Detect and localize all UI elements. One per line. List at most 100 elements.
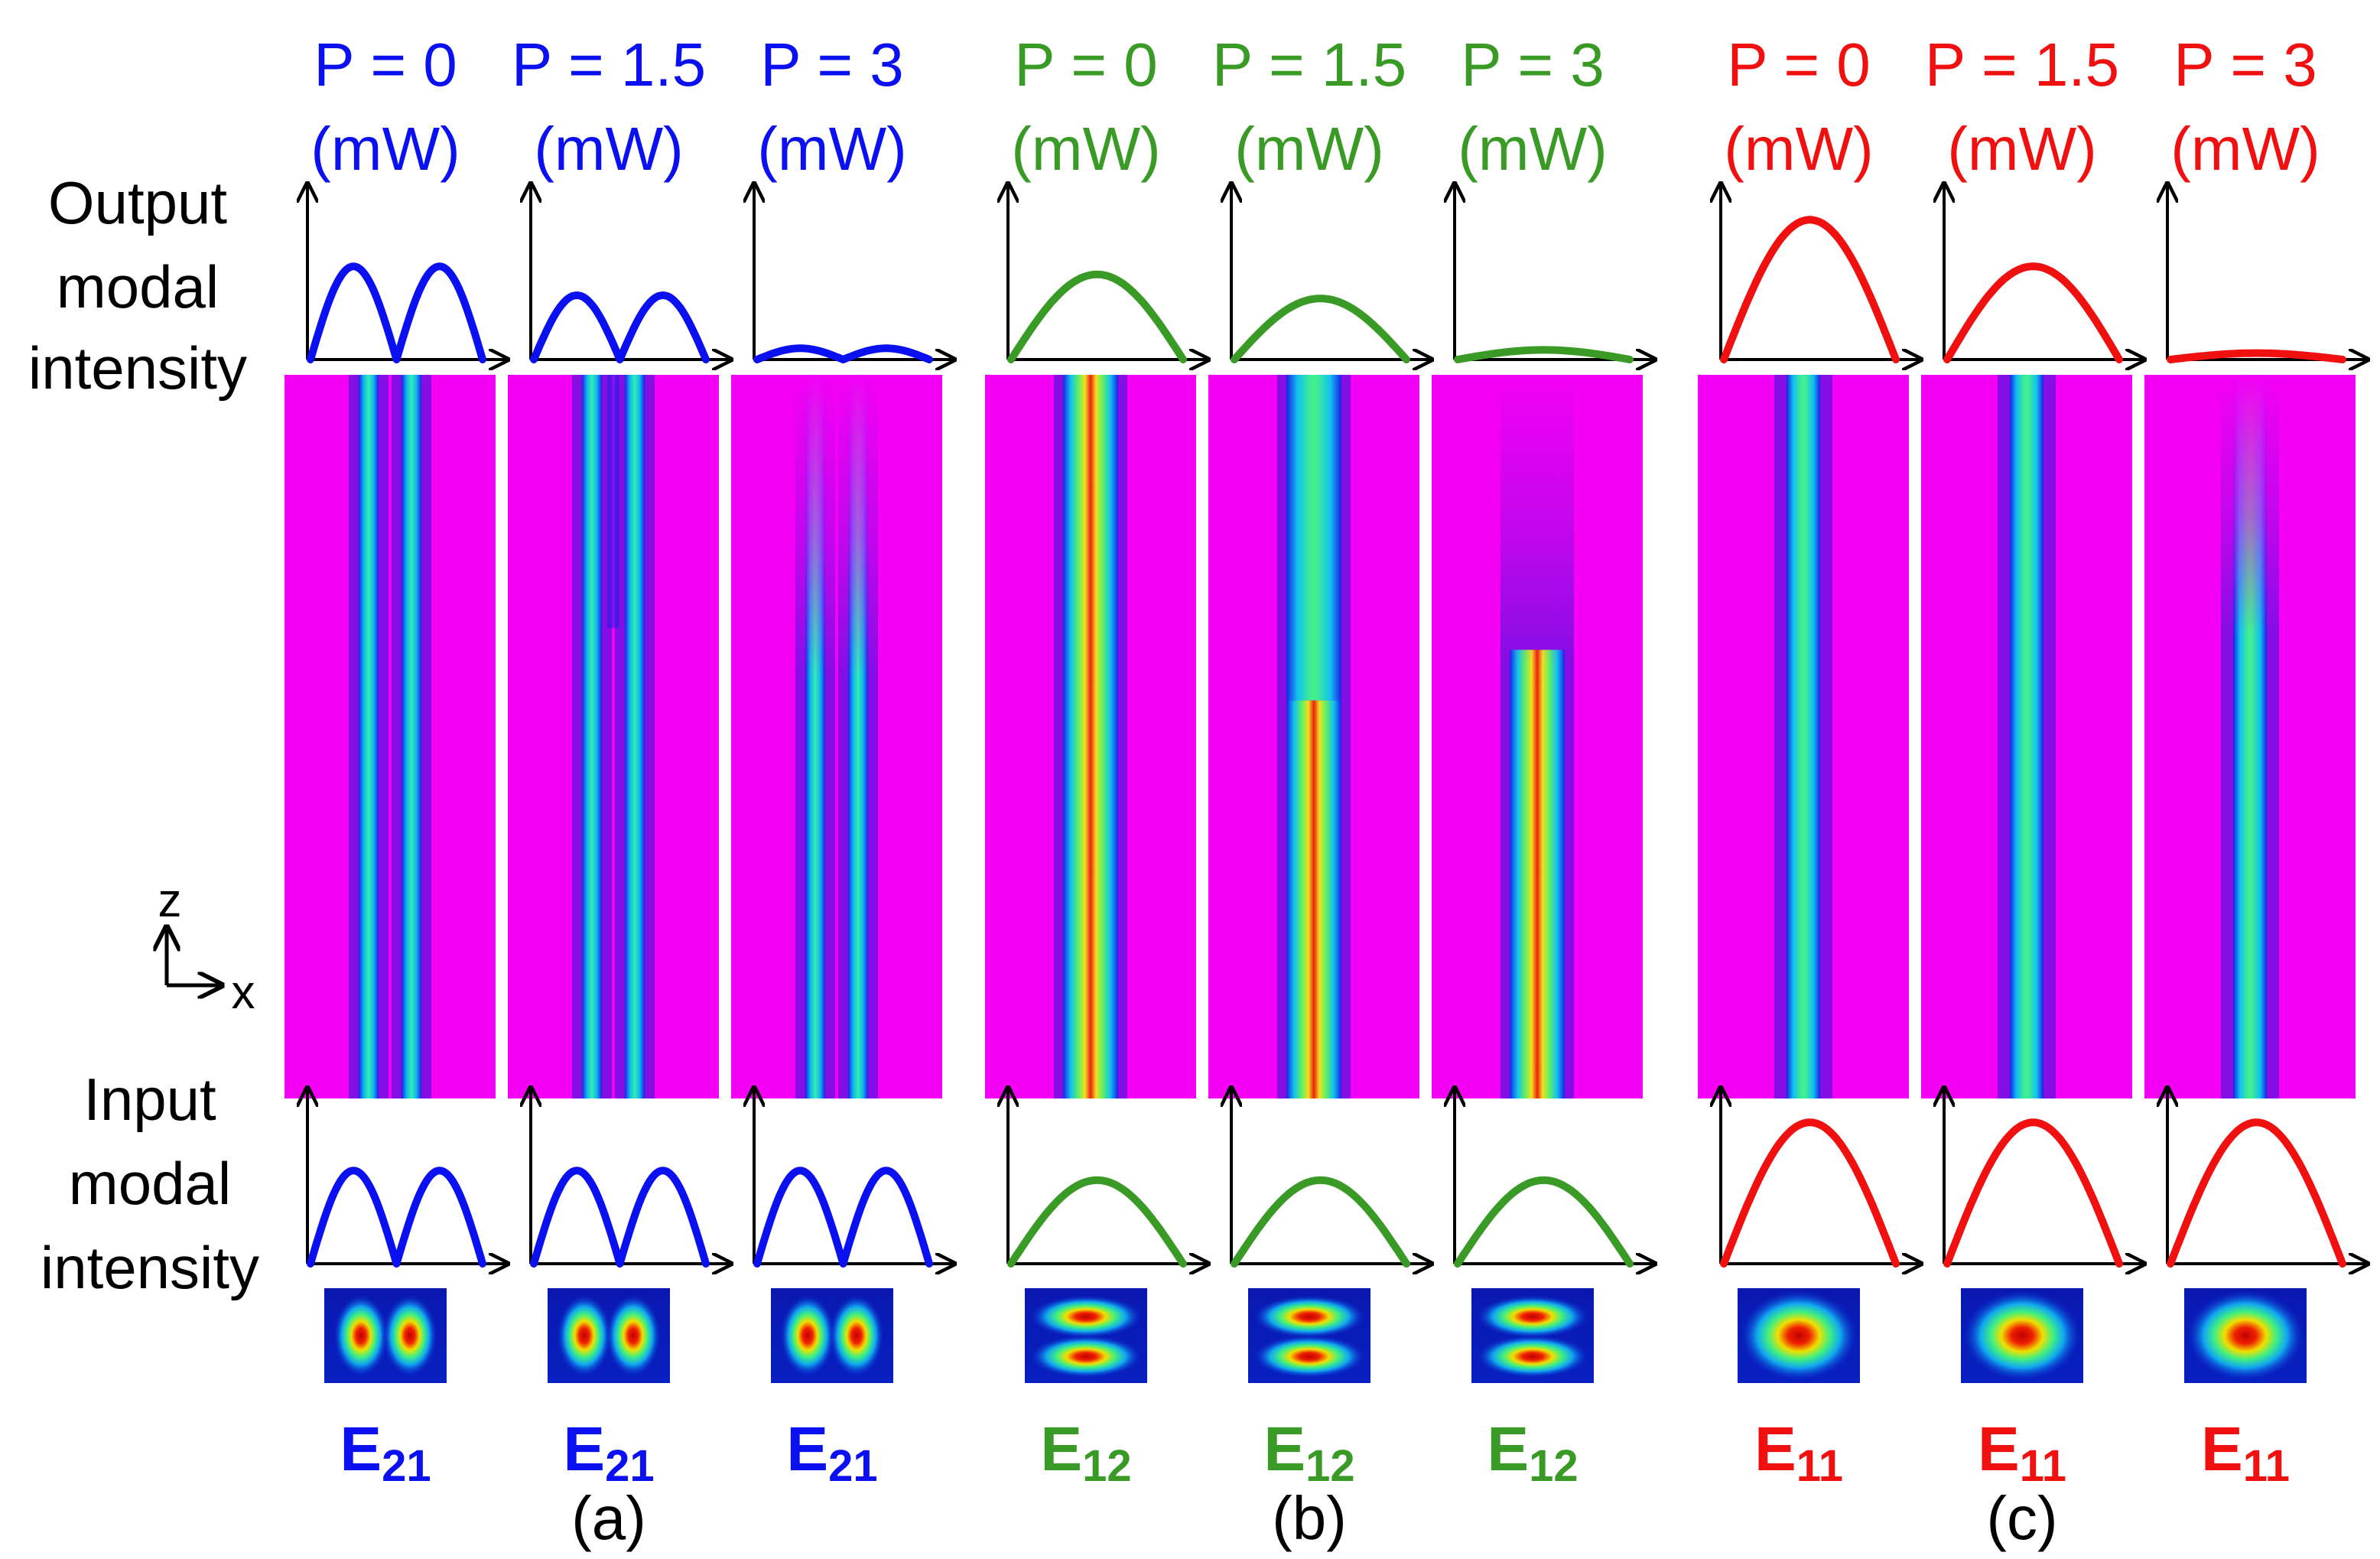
unit-label: (mW) bbox=[1458, 115, 1607, 183]
input-intensity-curve bbox=[1943, 1118, 2123, 1268]
input-intensity-plot bbox=[307, 1088, 508, 1264]
mode-lobe-bottom bbox=[1476, 1335, 1589, 1378]
input-intensity-plot bbox=[1455, 1088, 1655, 1264]
propagation-map bbox=[731, 375, 942, 1098]
beam-core bbox=[1510, 649, 1565, 1098]
unit-label: (mW) bbox=[757, 115, 906, 183]
mode-lobe-left bbox=[780, 1294, 835, 1377]
output-intensity-curve bbox=[1007, 270, 1187, 363]
mode-letter: E bbox=[563, 1414, 605, 1484]
mode-profile-thumbnail bbox=[548, 1288, 670, 1383]
mode-profile-thumbnail bbox=[1738, 1288, 1860, 1383]
panel-column-b-3: P = 3 (mW) E12 bbox=[1432, 31, 1655, 1491]
output-intensity-plot bbox=[1008, 184, 1208, 360]
power-label: P = 1.5 bbox=[1212, 31, 1406, 99]
axis-indicator: z x bbox=[158, 874, 255, 1019]
propagation-map bbox=[1208, 375, 1419, 1098]
output-label-line-1: Output bbox=[48, 169, 227, 236]
mode-lobe-center bbox=[2186, 1290, 2305, 1382]
power-label: P = 1.5 bbox=[512, 31, 706, 99]
mode-letter: E bbox=[1754, 1414, 1796, 1484]
mode-letter: E bbox=[1040, 1414, 1082, 1484]
beam-core bbox=[1787, 375, 1820, 1098]
mode-profile-thumbnail bbox=[1025, 1288, 1147, 1383]
panel-column-a-3: P = 3 (mW) E21 bbox=[731, 31, 954, 1491]
output-intensity-plot bbox=[1455, 184, 1655, 360]
mode-index: 21 bbox=[828, 1441, 878, 1491]
panel-column-a-1: P = 0 (mW) E21 bbox=[284, 31, 508, 1491]
mode-lobe-right bbox=[382, 1294, 437, 1377]
beam-fade bbox=[2144, 375, 2356, 636]
output-intensity-plot bbox=[531, 184, 731, 360]
input-intensity-plot bbox=[2167, 1088, 2368, 1264]
power-label: P = 3 bbox=[760, 31, 904, 99]
power-label: P = 0 bbox=[1014, 31, 1158, 99]
power-label: P = 0 bbox=[1727, 31, 1871, 99]
output-side-label: Output modal intensity bbox=[28, 169, 247, 402]
input-intensity-curve bbox=[2167, 1118, 2346, 1268]
output-label-line-3: intensity bbox=[28, 334, 247, 402]
mode-label: E12 bbox=[1487, 1414, 1578, 1491]
unit-label: (mW) bbox=[1947, 115, 2096, 183]
input-intensity-curve bbox=[1720, 1118, 1900, 1268]
output-intensity-plot bbox=[1231, 184, 1432, 360]
input-intensity-curve bbox=[307, 1167, 486, 1268]
mode-label: E11 bbox=[1978, 1414, 2066, 1491]
axis-x-label: x bbox=[232, 966, 255, 1019]
input-intensity-curve bbox=[1454, 1176, 1634, 1268]
mode-lobe-center bbox=[1739, 1290, 1858, 1382]
panel-column-b-2: P = 1.5 (mW) E12 bbox=[1208, 31, 1432, 1491]
propagation-map bbox=[1698, 375, 1909, 1098]
beam-core bbox=[625, 375, 645, 1098]
unit-label: (mW) bbox=[311, 115, 460, 183]
propagation-background bbox=[284, 375, 496, 1098]
input-label-line-1: Input bbox=[83, 1066, 216, 1133]
unit-label: (mW) bbox=[534, 115, 683, 183]
unit-label: (mW) bbox=[1011, 115, 1160, 183]
input-intensity-curve bbox=[1007, 1176, 1187, 1268]
panel-column-c-3: P = 3 (mW) E11 bbox=[2144, 31, 2368, 1491]
input-intensity-plot bbox=[1944, 1088, 2144, 1264]
panel-column-c-1: P = 0 (mW) E11 bbox=[1698, 31, 1921, 1491]
panel-column-b-1: P = 0 (mW) E12 bbox=[985, 31, 1208, 1491]
beam-core bbox=[2010, 375, 2043, 1098]
mode-label: E21 bbox=[563, 1414, 654, 1491]
beam-core-lower bbox=[1286, 700, 1341, 1098]
input-label-line-2: modal bbox=[69, 1150, 231, 1217]
mode-profile-thumbnail bbox=[1471, 1288, 1594, 1383]
propagation-map bbox=[1921, 375, 2132, 1098]
mode-letter: E bbox=[1263, 1414, 1305, 1484]
propagation-map bbox=[508, 375, 719, 1098]
mode-index: 21 bbox=[382, 1441, 431, 1491]
input-intensity-curve bbox=[530, 1167, 710, 1268]
output-intensity-plot bbox=[1721, 184, 1921, 360]
mode-label: E21 bbox=[340, 1414, 431, 1491]
power-label: P = 3 bbox=[2174, 31, 2317, 99]
input-label-line-3: intensity bbox=[41, 1234, 259, 1301]
unit-label: (mW) bbox=[2170, 115, 2320, 183]
mode-lobe-top bbox=[1476, 1295, 1589, 1339]
beam-fade bbox=[731, 375, 942, 679]
mode-lobe-bottom bbox=[1253, 1335, 1366, 1378]
unit-label: (mW) bbox=[1234, 115, 1383, 183]
output-label-line-2: modal bbox=[57, 253, 219, 321]
mode-lobe-top bbox=[1029, 1295, 1143, 1339]
panel-column-a-2: P = 1.5 (mW) E21 bbox=[508, 31, 731, 1491]
mode-profile-thumbnail bbox=[1961, 1288, 2083, 1383]
unit-label: (mW) bbox=[1724, 115, 1873, 183]
mode-index: 12 bbox=[1305, 1441, 1355, 1491]
propagation-map bbox=[284, 375, 496, 1098]
mode-label: E12 bbox=[1040, 1414, 1131, 1491]
mode-lobe-top bbox=[1253, 1295, 1366, 1339]
propagation-map bbox=[1432, 375, 1643, 1098]
mode-lobe-left bbox=[557, 1294, 612, 1377]
group-caption: (a) bbox=[571, 1484, 646, 1552]
output-intensity-curve bbox=[753, 344, 933, 363]
mode-profile-thumbnail bbox=[1248, 1288, 1370, 1383]
beam-core bbox=[1063, 375, 1118, 1098]
mode-profile-thumbnail bbox=[2184, 1288, 2307, 1383]
